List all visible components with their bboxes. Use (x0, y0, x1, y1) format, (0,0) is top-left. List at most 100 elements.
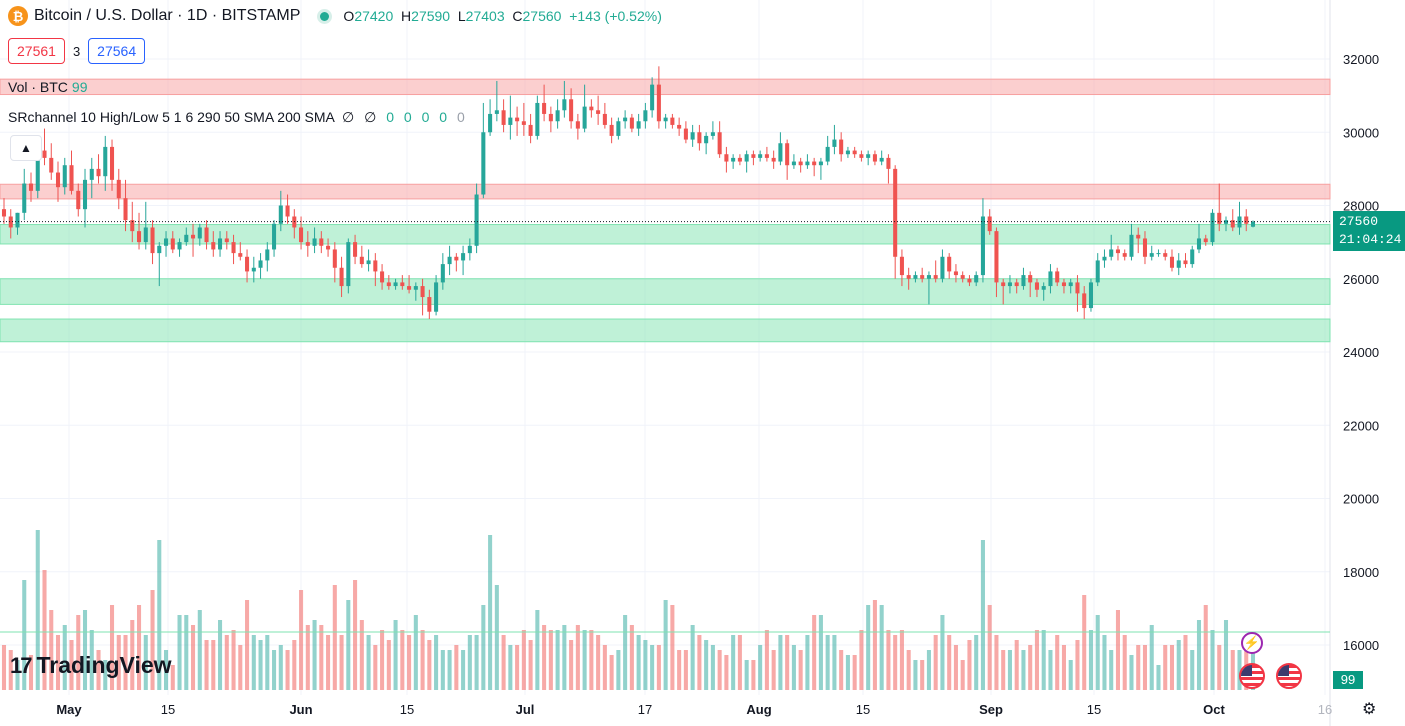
candle-body (407, 286, 412, 290)
candle-body (535, 102, 540, 136)
sr-value: 0 (421, 109, 430, 125)
y-tick-label: 26000 (1343, 272, 1379, 287)
volume-bar (1041, 630, 1046, 690)
volume-bar (940, 615, 945, 690)
tradingview-logo[interactable]: 17 TradingView (10, 652, 172, 679)
volume-bar (1203, 605, 1208, 690)
candle-body (737, 157, 742, 162)
volume-bar (1028, 645, 1033, 690)
candle-body (636, 121, 641, 129)
volume-bar (731, 635, 736, 690)
volume-bar (643, 640, 648, 690)
volume-bar (177, 615, 182, 690)
x-tick-label: Oct (1203, 702, 1225, 717)
symbol-title[interactable]: Bitcoin / U.S. Dollar · 1D · BITSTAMP (34, 7, 301, 24)
chevron-up-icon: ▲ (20, 141, 32, 155)
lightning-icon[interactable]: ⚡ (1241, 632, 1263, 654)
volume-bar (103, 660, 108, 690)
srchannel-indicator-legend[interactable]: SRchannel 10 High/Low 5 1 6 290 50 SMA 2… (8, 109, 465, 126)
candle-body (683, 128, 688, 140)
settings-gear-icon[interactable]: ⚙ (1362, 701, 1377, 718)
volume-bar (920, 660, 925, 690)
volume-bar (28, 655, 34, 690)
volume-bar (116, 635, 121, 690)
spread-value: 3 (72, 43, 81, 59)
volume-bar (157, 540, 162, 690)
buy-button[interactable]: 27564 (88, 38, 146, 64)
volume-bar (440, 650, 445, 690)
volume-bar (744, 660, 749, 690)
candle-body (886, 157, 891, 169)
candle-body (987, 216, 992, 232)
candle-body (1223, 220, 1229, 224)
candle-body (494, 110, 499, 114)
candle-body (791, 161, 796, 166)
candle-body (710, 132, 715, 136)
volume-bar (1115, 610, 1120, 690)
volume-bar (353, 580, 358, 690)
volume-bar (393, 620, 398, 690)
volume-indicator-legend[interactable]: Vol · BTC 99 (8, 79, 87, 95)
candle-body (353, 242, 358, 257)
open-value: 27420 (354, 8, 394, 24)
volume-bar (724, 655, 729, 690)
x-tick-label: 15 (1087, 702, 1101, 717)
volume-bar (542, 625, 547, 690)
collapse-legend-button[interactable]: ▲ (10, 135, 42, 161)
candle-body (184, 234, 189, 243)
volume-bar (947, 635, 952, 690)
volume-bar (515, 645, 520, 690)
candle-body (616, 121, 621, 136)
us-flag-icon[interactable] (1276, 663, 1302, 689)
volume-bar (265, 635, 270, 690)
candle-body (528, 124, 533, 136)
candle-body (49, 157, 54, 173)
candle-body (1203, 238, 1208, 243)
y-tick-label: 20000 (1343, 492, 1379, 507)
candle-body (643, 110, 648, 122)
candle-body (1136, 234, 1141, 239)
candle-body (663, 117, 668, 122)
candle-body (778, 143, 783, 162)
candle-body (1183, 260, 1188, 265)
candle-body (1142, 238, 1148, 257)
volume-bar (89, 630, 94, 690)
volume-bar (1082, 595, 1087, 690)
volume-bar (771, 650, 776, 690)
volume-bar (866, 605, 871, 690)
candle-body (596, 110, 601, 114)
candle-body (224, 238, 229, 243)
sell-button[interactable]: 27561 (8, 38, 65, 64)
candle-body (569, 99, 574, 122)
volume-bar (130, 620, 135, 690)
volume-bar (690, 625, 695, 690)
volume-bar (845, 655, 850, 690)
volume-bar (1176, 640, 1181, 690)
volume-bar (616, 650, 621, 690)
candle-body (825, 146, 830, 162)
candle-body (724, 154, 729, 162)
us-flag-icon[interactable] (1239, 663, 1265, 689)
candle-body (656, 84, 661, 122)
volume-bar (967, 640, 972, 690)
candle-body (488, 113, 493, 133)
y-tick-label: 30000 (1343, 125, 1379, 140)
volume-bar (69, 640, 74, 690)
x-tick-label: Sep (979, 702, 1003, 717)
volume-bar (82, 610, 88, 690)
candle-body (434, 282, 439, 312)
candle-body (1217, 212, 1222, 224)
candle-body (609, 124, 614, 136)
volume-bar (1048, 650, 1053, 690)
volume-bar (1088, 630, 1093, 690)
candle-body (677, 124, 682, 129)
candle-body (1068, 282, 1073, 287)
candle-body (177, 242, 182, 250)
candle-body (913, 275, 918, 279)
candle-body (332, 249, 337, 268)
candle-body (1055, 271, 1060, 283)
volume-bar (197, 610, 202, 690)
sr-value: ∅ (364, 109, 377, 125)
volume-bar (373, 645, 378, 690)
